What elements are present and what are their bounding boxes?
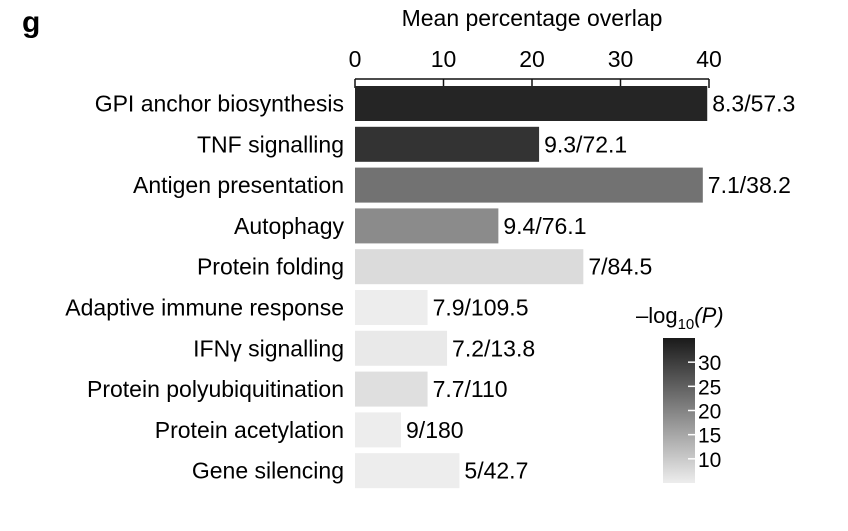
category-label: Protein polyubiquitination	[87, 376, 344, 402]
x-tick-label: 10	[431, 46, 457, 72]
x-axis: 0 10 20 30 40	[349, 46, 722, 88]
colorbar-tick-label: 10	[698, 449, 721, 472]
bar	[355, 412, 402, 448]
colorbar-tick-label: 20	[698, 401, 721, 424]
bar	[355, 167, 703, 203]
category-label: IFNγ signalling	[193, 335, 344, 361]
bar	[355, 208, 499, 244]
category-label: Adaptive immune response	[65, 295, 344, 321]
colorbar-title: –log10(P)	[636, 303, 724, 333]
bar	[355, 290, 428, 325]
x-tick-label: 0	[349, 46, 362, 72]
bar	[355, 453, 460, 489]
x-tick-label: 20	[519, 46, 545, 72]
data-label: 8.3/57.3	[712, 91, 795, 117]
bar	[355, 86, 708, 121]
category-label: TNF signalling	[197, 131, 344, 157]
x-axis-title: Mean percentage overlap	[402, 5, 663, 31]
data-label: 5/42.7	[464, 458, 528, 484]
bar	[355, 330, 448, 366]
data-label: 9.4/76.1	[503, 213, 586, 239]
data-label: 7.2/13.8	[452, 335, 535, 361]
data-label: 7.1/38.2	[708, 172, 791, 198]
data-label: 7/84.5	[588, 254, 652, 280]
bar	[355, 249, 584, 285]
bar	[355, 126, 540, 162]
bar	[355, 371, 428, 407]
x-tick-label: 40	[696, 46, 722, 72]
data-label: 9.3/72.1	[544, 131, 627, 157]
category-label: Antigen presentation	[133, 172, 344, 198]
panel-letter: g	[22, 6, 40, 39]
data-label: 7.9/109.5	[433, 295, 529, 321]
data-label: 7.7/110	[433, 376, 508, 402]
colorbar-tick-label: 30	[698, 352, 721, 375]
colorbar-tick-label: 25	[698, 376, 721, 399]
category-label: Protein acetylation	[155, 417, 344, 443]
x-tick-label: 30	[608, 46, 634, 72]
colorbar-tick-label: 15	[698, 425, 721, 448]
data-label: 9/180	[406, 417, 464, 443]
category-label: Autophagy	[234, 213, 344, 239]
category-label: Gene silencing	[192, 458, 344, 484]
category-label: Protein folding	[197, 254, 344, 280]
bars: GPI anchor biosynthesis 8.3/57.3 TNF signa…	[65, 86, 795, 489]
category-label: GPI anchor biosynthesis	[95, 91, 344, 117]
